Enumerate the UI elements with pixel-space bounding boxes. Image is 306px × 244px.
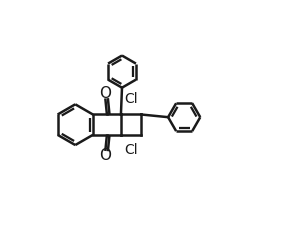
Text: O: O xyxy=(99,86,111,101)
Text: Cl: Cl xyxy=(125,143,138,157)
Text: O: O xyxy=(99,148,111,163)
Text: Cl: Cl xyxy=(125,92,138,106)
